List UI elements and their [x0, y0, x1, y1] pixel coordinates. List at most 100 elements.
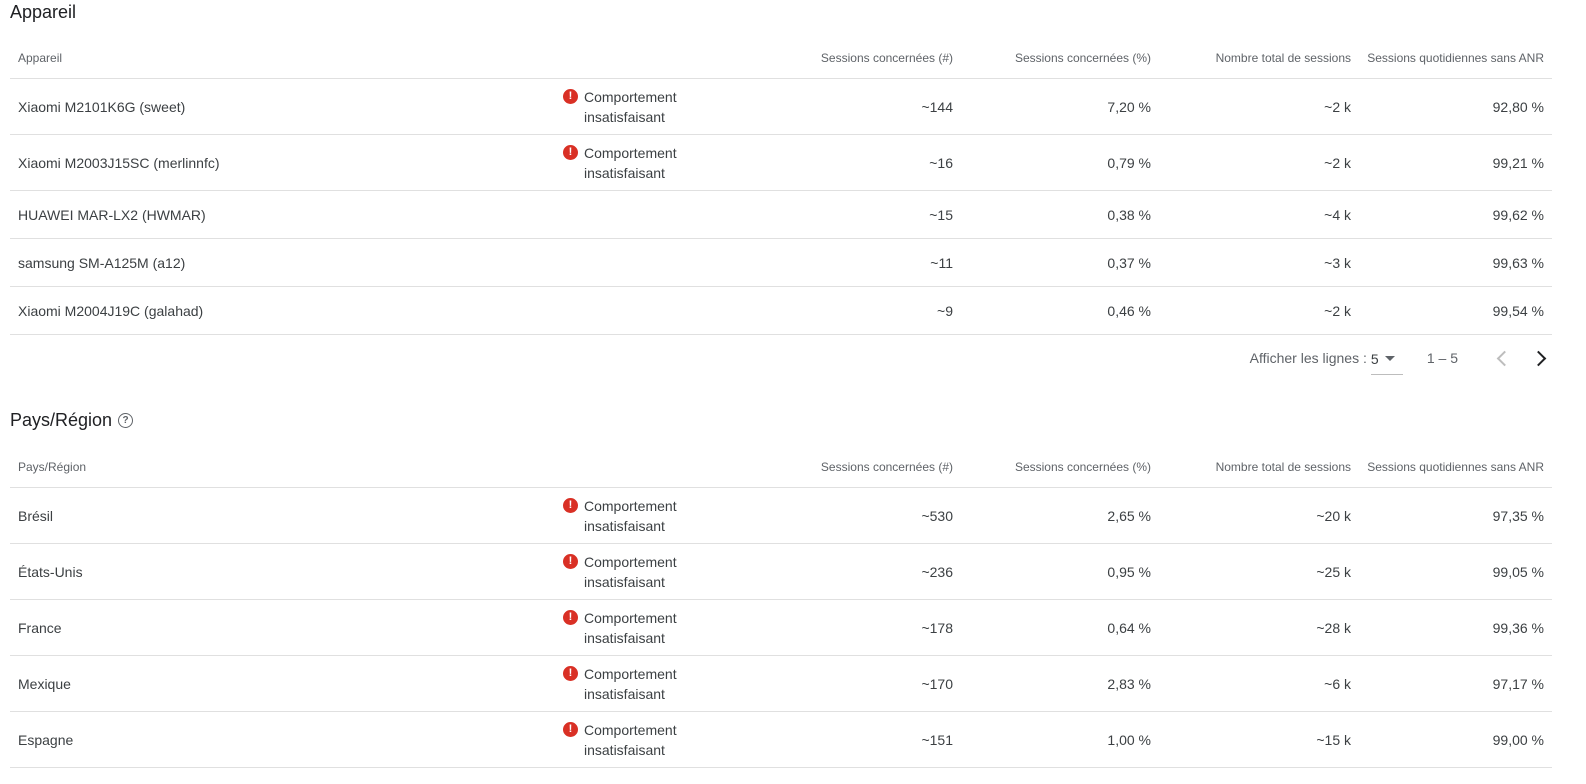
row-total: ~3 k: [1159, 238, 1359, 287]
status-badge: ! Comportement insatisfaisant: [563, 552, 757, 592]
row-total: ~2 k: [1159, 134, 1359, 191]
row-count: ~236: [765, 543, 961, 600]
row-anr-free: 92,80 %: [1359, 78, 1552, 135]
row-name: Xiaomi M2004J19C (galahad): [10, 286, 555, 335]
countries-col-anr-free[interactable]: Sessions quotidiennes sans ANR: [1359, 446, 1552, 488]
table-row[interactable]: Xiaomi M2003J15SC (merlinnfc)! Comporteme…: [10, 134, 1552, 191]
row-status-cell: ! Comportement insatisfaisant: [555, 134, 765, 191]
row-total: ~6 k: [1159, 655, 1359, 712]
countries-section-title: Pays/Région ?: [10, 410, 134, 431]
row-total: ~4 k: [1159, 190, 1359, 239]
table-row[interactable]: samsung SM-A125M (a12) ~11 0,37 % ~3 k 99,63…: [10, 238, 1552, 287]
row-name: France: [10, 599, 555, 656]
status-badge: ! Comportement insatisfaisant: [563, 720, 757, 760]
row-count: ~9: [765, 286, 961, 335]
row-percent: 0,64 %: [961, 599, 1159, 656]
previous-page-button[interactable]: [1490, 346, 1514, 370]
countries-title-text: Pays/Région: [10, 410, 113, 430]
error-icon: !: [563, 721, 578, 737]
table-row[interactable]: Brésil! Comportement insatisfaisant ~530 2,…: [10, 487, 1552, 544]
row-percent: 0,79 %: [961, 134, 1159, 191]
row-status-cell: ! Comportement insatisfaisant: [555, 711, 765, 768]
countries-col-status: [555, 446, 765, 488]
row-name: États-Unis: [10, 543, 555, 600]
countries-col-total[interactable]: Nombre total de sessions: [1159, 446, 1359, 488]
rows-per-page-value: 5: [1370, 350, 1379, 367]
row-total: ~20 k: [1159, 487, 1359, 544]
error-icon: !: [563, 665, 578, 681]
status-text: Comportement insatisfaisant: [584, 609, 677, 646]
row-status-cell: [555, 286, 765, 335]
rows-per-page-select[interactable]: 5: [1370, 341, 1403, 375]
status-badge: ! Comportement insatisfaisant: [563, 608, 757, 648]
row-count: ~11: [765, 238, 961, 287]
row-name: samsung SM-A125M (a12): [10, 238, 555, 287]
row-percent: 7,20 %: [961, 78, 1159, 135]
row-percent: 0,38 %: [961, 190, 1159, 239]
caret-down-icon: [1384, 356, 1395, 361]
error-icon: !: [563, 553, 578, 569]
table-row[interactable]: HUAWEI MAR-LX2 (HWMAR) ~15 0,38 % ~4 k 99,62…: [10, 190, 1552, 239]
row-total: ~2 k: [1159, 286, 1359, 335]
devices-col-pct[interactable]: Sessions concernées (%): [961, 37, 1159, 79]
devices-table: Appareil Sessions concernées (#) Session…: [10, 37, 1552, 335]
row-total: ~25 k: [1159, 543, 1359, 600]
row-status-cell: ! Comportement insatisfaisant: [555, 543, 765, 600]
row-total: ~15 k: [1159, 711, 1359, 768]
row-percent: 0,46 %: [961, 286, 1159, 335]
chevron-right-icon: [1530, 350, 1546, 366]
row-name: Espagne: [10, 711, 555, 768]
row-name: Xiaomi M2003J15SC (merlinnfc): [10, 134, 555, 191]
table-row[interactable]: États-Unis! Comportement insatisfaisant ~2…: [10, 543, 1552, 600]
row-anr-free: 97,17 %: [1359, 655, 1552, 712]
row-percent: 1,00 %: [961, 711, 1159, 768]
status-text: Comportement insatisfaisant: [584, 497, 677, 534]
row-percent: 0,95 %: [961, 543, 1159, 600]
row-percent: 2,65 %: [961, 487, 1159, 544]
devices-section-title: Appareil: [10, 2, 76, 23]
row-name: Brésil: [10, 487, 555, 544]
row-status-cell: [555, 238, 765, 287]
next-page-button[interactable]: [1528, 346, 1552, 370]
table-row[interactable]: Espagne! Comportement insatisfaisant ~151 1…: [10, 711, 1552, 768]
devices-col-count[interactable]: Sessions concernées (#): [765, 37, 961, 79]
devices-col-anr-free[interactable]: Sessions quotidiennes sans ANR: [1359, 37, 1552, 79]
row-anr-free: 99,36 %: [1359, 599, 1552, 656]
status-badge: ! Comportement insatisfaisant: [563, 496, 757, 536]
devices-col-device[interactable]: Appareil: [10, 37, 555, 79]
row-status-cell: ! Comportement insatisfaisant: [555, 487, 765, 544]
table-row[interactable]: Xiaomi M2004J19C (galahad) ~9 0,46 % ~2 k 99…: [10, 286, 1552, 335]
status-text: Comportement insatisfaisant: [584, 721, 677, 758]
row-anr-free: 99,62 %: [1359, 190, 1552, 239]
countries-col-country[interactable]: Pays/Région: [10, 446, 555, 488]
row-anr-free: 99,63 %: [1359, 238, 1552, 287]
table-row[interactable]: Xiaomi M2101K6G (sweet)! Comportement ins…: [10, 78, 1552, 135]
status-badge: ! Comportement insatisfaisant: [563, 87, 757, 127]
status-badge: ! Comportement insatisfaisant: [563, 664, 757, 704]
countries-col-count[interactable]: Sessions concernées (#): [765, 446, 961, 488]
devices-pagination: Afficher les lignes : 5 1 – 5: [1250, 340, 1552, 376]
row-total: ~28 k: [1159, 599, 1359, 656]
row-anr-free: 99,54 %: [1359, 286, 1552, 335]
row-count: ~15: [765, 190, 961, 239]
row-status-cell: ! Comportement insatisfaisant: [555, 655, 765, 712]
rows-per-page-label: Afficher les lignes :: [1249, 350, 1367, 366]
row-count: ~530: [765, 487, 961, 544]
countries-col-pct[interactable]: Sessions concernées (%): [961, 446, 1159, 488]
status-text: Comportement insatisfaisant: [584, 88, 677, 125]
row-name: Mexique: [10, 655, 555, 712]
row-percent: 2,83 %: [961, 655, 1159, 712]
row-count: ~151: [765, 711, 961, 768]
status-text: Comportement insatisfaisant: [584, 665, 677, 702]
table-row[interactable]: France! Comportement insatisfaisant ~178 0,…: [10, 599, 1552, 656]
devices-col-total[interactable]: Nombre total de sessions: [1159, 37, 1359, 79]
status-text: Comportement insatisfaisant: [584, 553, 677, 590]
row-anr-free: 97,35 %: [1359, 487, 1552, 544]
error-icon: !: [563, 144, 578, 160]
page-range: 1 – 5: [1426, 350, 1458, 366]
help-icon[interactable]: ?: [118, 413, 134, 428]
table-row[interactable]: Mexique! Comportement insatisfaisant ~170 2…: [10, 655, 1552, 712]
row-status-cell: [555, 190, 765, 239]
row-status-cell: ! Comportement insatisfaisant: [555, 599, 765, 656]
status-text: Comportement insatisfaisant: [584, 144, 677, 181]
